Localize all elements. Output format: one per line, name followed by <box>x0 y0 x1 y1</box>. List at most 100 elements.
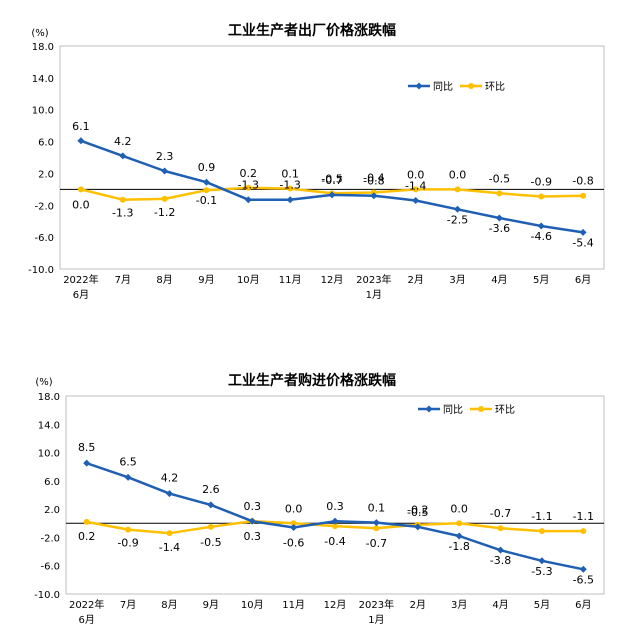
data-point-yoy <box>495 214 503 222</box>
legend-swatch-marker <box>468 83 474 89</box>
legend-swatch-marker <box>478 406 484 412</box>
data-point-mom <box>538 528 545 535</box>
data-point-yoy <box>372 519 380 527</box>
data-point-mom <box>207 523 214 530</box>
data-point-yoy <box>83 459 91 467</box>
data-label-mom: -0.5 <box>489 172 510 185</box>
data-point-mom <box>580 192 587 199</box>
data-point-yoy <box>161 167 169 175</box>
data-label-yoy: -0.6 <box>283 537 304 550</box>
data-point-yoy <box>119 152 127 160</box>
legend-swatch-marker <box>415 82 423 90</box>
data-label-yoy: -2.5 <box>447 213 468 226</box>
data-point-yoy <box>207 501 215 509</box>
data-point-mom <box>83 518 90 525</box>
data-label-yoy: 0.9 <box>198 161 216 174</box>
data-label-yoy: -1.3 <box>238 179 259 192</box>
y-tick-label: -2.0 <box>34 201 54 212</box>
data-point-mom <box>456 520 463 527</box>
data-label-yoy: 6.5 <box>119 455 137 468</box>
data-point-mom <box>166 530 173 537</box>
data-label-mom: 0.0 <box>72 198 90 211</box>
x-tick-label: 2022年 <box>63 273 98 286</box>
data-label-mom: -0.4 <box>363 172 384 185</box>
data-label-mom: -1.1 <box>573 510 594 523</box>
y-axis-unit-label: (%) <box>35 377 52 388</box>
data-point-mom <box>245 184 252 191</box>
data-point-mom <box>332 523 338 530</box>
data-label-mom: -1.3 <box>112 207 133 220</box>
data-point-mom <box>454 186 461 193</box>
x-tick-label: 6月 <box>79 614 95 626</box>
data-label-yoy: -3.8 <box>490 554 511 567</box>
chart-title: 工业生产者出厂价格涨跌幅 <box>228 22 396 39</box>
data-point-mom <box>496 190 503 197</box>
y-tick-label: -6.0 <box>34 233 54 244</box>
x-tick-label: 2月 <box>410 599 426 611</box>
data-label-yoy: -0.5 <box>407 506 428 519</box>
data-point-yoy <box>537 222 545 230</box>
data-label-yoy: -1.8 <box>448 540 469 553</box>
data-point-yoy <box>579 565 587 573</box>
data-label-yoy: 0.3 <box>243 500 261 513</box>
chart-title: 工业生产者购进价格涨跌幅 <box>228 372 396 389</box>
legend-label: 同比 <box>443 404 463 416</box>
x-tick-label: 2023年 <box>356 273 391 286</box>
data-label-yoy: 4.2 <box>161 472 179 485</box>
data-point-yoy <box>286 196 294 204</box>
y-tick-label: 2.0 <box>44 505 60 516</box>
x-tick-label: 12月 <box>324 599 347 611</box>
y-tick-label: -6.0 <box>40 562 60 573</box>
y-tick-label: 18.0 <box>38 392 60 403</box>
x-tick-label: 7月 <box>115 274 131 286</box>
data-point-mom <box>77 186 84 193</box>
data-label-yoy: 2.3 <box>156 150 174 163</box>
y-tick-label: -10.0 <box>28 265 54 276</box>
y-tick-label: 14.0 <box>32 74 54 85</box>
y-tick-label: 18.0 <box>32 42 54 53</box>
data-point-mom <box>412 186 419 193</box>
data-point-mom <box>203 187 210 194</box>
data-label-yoy: -0.8 <box>363 175 384 188</box>
x-tick-label: 7月 <box>120 599 136 611</box>
data-label-mom: -0.4 <box>324 535 345 548</box>
data-point-yoy <box>244 196 252 204</box>
data-point-yoy <box>202 178 210 186</box>
data-point-yoy <box>165 490 173 498</box>
data-point-yoy <box>248 517 256 525</box>
data-point-mom <box>287 185 294 192</box>
x-tick-label: 5月 <box>533 274 549 286</box>
data-point-yoy <box>538 557 546 565</box>
data-label-mom: -0.1 <box>196 194 217 207</box>
data-label-yoy: -0.7 <box>321 174 342 187</box>
legend-swatch-marker <box>425 405 433 413</box>
data-point-yoy <box>290 524 298 532</box>
data-point-yoy <box>331 517 339 525</box>
data-label-mom: -0.5 <box>200 536 221 549</box>
plot-area-border <box>59 45 605 270</box>
x-tick-label: 9月 <box>198 274 214 286</box>
data-label-yoy: 0.1 <box>368 502 386 515</box>
x-tick-label: 9月 <box>203 599 219 611</box>
data-point-yoy <box>370 192 378 200</box>
legend-label: 同比 <box>433 81 453 93</box>
data-label-yoy: -4.6 <box>530 230 551 243</box>
data-point-mom <box>161 195 168 202</box>
x-tick-label: 6月 <box>73 289 89 301</box>
data-label-yoy: 6.1 <box>72 120 90 133</box>
data-label-yoy: 2.6 <box>202 483 220 496</box>
data-point-yoy <box>328 191 336 199</box>
ppi-purchase-price-chart: 工业生产者购进价格涨跌幅 (%) 18.0 14.0 10.0 6.0 2.0 -2.0 -6.… <box>34 372 605 626</box>
x-tick-label: 11月 <box>279 274 302 286</box>
legend-label: 环比 <box>495 404 515 416</box>
data-label-mom: -0.2 <box>407 504 428 517</box>
y-tick-label: 10.0 <box>32 106 54 117</box>
data-label-mom: 0.0 <box>285 502 303 515</box>
data-label-yoy: 8.5 <box>78 441 96 454</box>
data-point-yoy <box>414 523 422 531</box>
data-point-mom <box>373 525 380 532</box>
data-label-mom: -1.2 <box>154 206 175 219</box>
data-label-mom: 0.2 <box>240 167 258 180</box>
x-tick-label: 2月 <box>408 274 424 286</box>
